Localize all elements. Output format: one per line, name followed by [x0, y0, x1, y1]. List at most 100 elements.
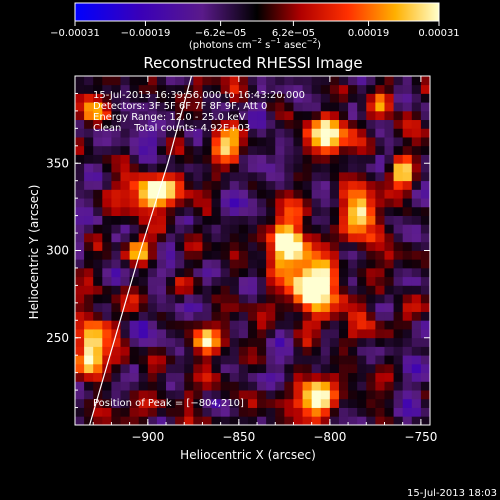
heatmap-cell [75, 76, 85, 86]
heatmap-cell [320, 416, 331, 425]
heatmap-cell [275, 215, 285, 225]
heatmap-cell [84, 302, 94, 312]
heatmap-cell [302, 337, 313, 347]
heatmap-cell [193, 84, 203, 94]
heatmap-cell [211, 407, 222, 417]
heatmap-cell [202, 241, 212, 251]
heatmap-cell [220, 110, 231, 121]
heatmap-cell [75, 363, 85, 374]
heatmap-cell [111, 311, 121, 321]
heatmap-cell [329, 215, 340, 225]
heatmap-cell [111, 128, 121, 138]
heatmap-cell [93, 267, 103, 278]
heatmap-cell [311, 311, 322, 321]
heatmap-cell [229, 119, 240, 129]
heatmap-cell [420, 250, 430, 260]
heatmap-cell [175, 320, 185, 330]
heatmap-cell [184, 381, 194, 391]
heatmap-cell [156, 215, 167, 225]
heatmap-cell [238, 102, 249, 112]
heatmap-cell [175, 407, 185, 417]
heatmap-cell [275, 233, 285, 243]
heatmap-cell [175, 363, 185, 374]
heatmap-cell [357, 337, 367, 347]
heatmap-cell [175, 355, 185, 365]
heatmap-cell [75, 372, 85, 382]
heatmap-cell [184, 329, 194, 339]
heatmap-cell [156, 171, 167, 182]
heatmap-cell [84, 250, 94, 260]
heatmap-cell [384, 363, 394, 374]
heatmap-cell [329, 154, 340, 164]
heatmap-cell [193, 276, 203, 286]
heatmap-cell [402, 215, 413, 225]
heatmap-cell [338, 215, 349, 225]
heatmap-cell [129, 329, 140, 339]
heatmap-cell [129, 398, 140, 408]
heatmap-cell [393, 311, 404, 321]
heatmap-cell [93, 233, 103, 243]
heatmap-cell [147, 259, 158, 269]
heatmap-cell [111, 355, 121, 365]
heatmap-cell [193, 329, 203, 339]
heatmap-cell [120, 154, 131, 164]
heatmap-cell [320, 93, 331, 103]
heatmap-cell [75, 381, 85, 391]
heatmap-cell [366, 233, 376, 243]
heatmap-cell [238, 346, 249, 356]
heatmap-cell [320, 311, 331, 321]
heatmap-cell [366, 407, 376, 417]
heatmap-cell [93, 154, 103, 164]
heatmap-cell [220, 372, 231, 382]
heatmap-cell [238, 381, 249, 391]
heatmap-cell [166, 102, 176, 112]
heatmap-cell [202, 215, 212, 225]
heatmap-cell [247, 320, 258, 330]
heatmap-cell [420, 198, 430, 208]
heatmap-cell [138, 102, 149, 112]
heatmap-cell [348, 285, 358, 295]
heatmap-cell [120, 224, 131, 234]
heatmap-cell [320, 337, 331, 347]
heatmap-cell [211, 198, 222, 208]
heatmap-cell [266, 206, 276, 216]
heatmap-cell [247, 267, 258, 278]
heatmap-cell [293, 128, 303, 138]
heatmap-cell [311, 294, 322, 304]
heatmap-cell [402, 329, 413, 339]
heatmap-cell [175, 110, 185, 121]
heatmap-cell [329, 346, 340, 356]
heatmap-cell [211, 233, 222, 243]
heatmap-cell [102, 180, 112, 190]
heatmap-cell [384, 128, 394, 138]
heatmap-cell [257, 372, 267, 382]
heatmap-cell [229, 110, 240, 121]
heatmap-cell [93, 346, 103, 356]
heatmap-cell [393, 241, 404, 251]
heatmap-cell [375, 337, 385, 347]
heatmap-cell [384, 206, 394, 216]
heatmap-cell [220, 302, 231, 312]
heatmap-cell [357, 171, 367, 182]
heatmap-cell [357, 84, 367, 94]
heatmap-cell [238, 329, 249, 339]
heatmap-cell [257, 154, 267, 164]
heatmap-cell [411, 355, 422, 365]
heatmap-cell [202, 363, 212, 374]
heatmap-cell [393, 163, 404, 173]
heatmap-cell [102, 233, 112, 243]
heatmap-cell [393, 276, 404, 286]
heatmap-cell [147, 119, 158, 129]
heatmap-cell [302, 285, 313, 295]
heatmap-cell [311, 346, 322, 356]
heatmap-cell [257, 407, 267, 417]
heatmap-cell [357, 390, 367, 400]
heatmap-cell [275, 294, 285, 304]
heatmap-cell [166, 233, 176, 243]
heatmap-cell [247, 329, 258, 339]
heatmap-cell [229, 398, 240, 408]
heatmap-cell [84, 355, 94, 365]
heatmap-cell [211, 381, 222, 391]
heatmap-cell [175, 154, 185, 164]
heatmap-cell [411, 398, 422, 408]
